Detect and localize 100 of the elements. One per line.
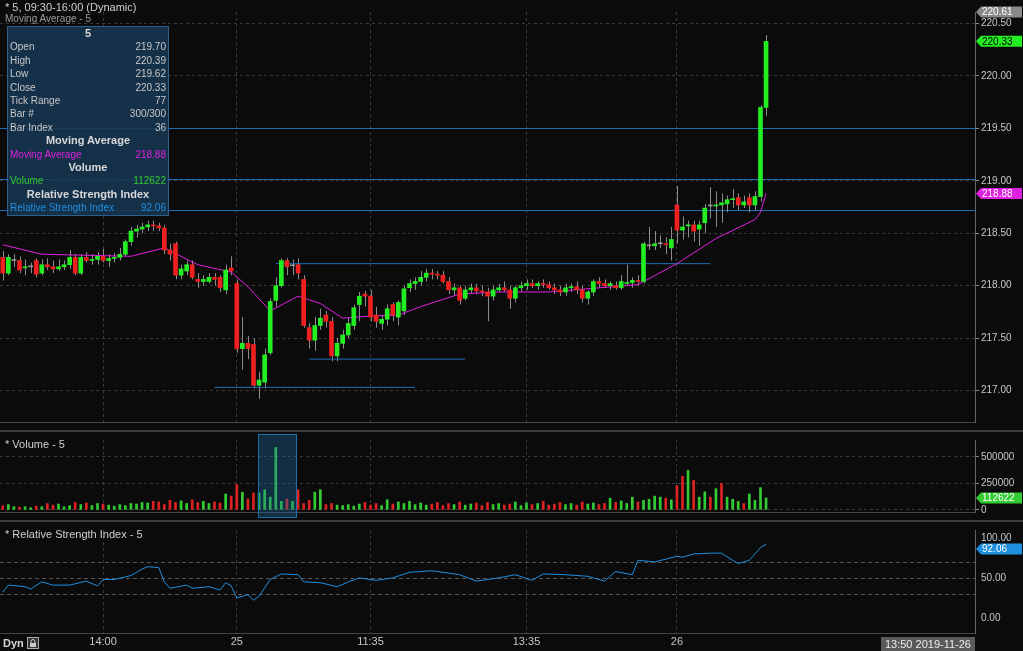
annotation: 77	[154, 94, 166, 108]
bar	[302, 503, 305, 510]
bar	[235, 484, 239, 510]
bar	[57, 503, 60, 510]
bar	[497, 503, 500, 510]
bar	[664, 497, 668, 510]
annotation: 219.62	[135, 67, 166, 81]
bar	[1, 505, 5, 510]
bar	[653, 495, 656, 510]
annotation: 92.06	[140, 201, 166, 215]
bar	[151, 501, 155, 510]
bar	[358, 503, 361, 510]
bar	[670, 499, 673, 510]
text: 112622	[982, 492, 1016, 504]
candlestick	[357, 291, 362, 322]
text: 13:50 2019-11-26	[880, 637, 975, 651]
candlestick	[702, 203, 708, 234]
chart-title: * Volume - 5	[5, 438, 65, 450]
candlestick	[669, 226, 674, 262]
bar	[135, 503, 138, 510]
bar	[157, 501, 161, 510]
bar	[642, 500, 645, 510]
bar	[18, 506, 21, 510]
bar	[369, 504, 372, 510]
y-tick-label: 219.50	[981, 122, 1013, 134]
bar	[307, 500, 311, 510]
candlestick	[306, 322, 312, 350]
annotation: 36	[154, 120, 166, 135]
bar	[692, 480, 695, 510]
bar	[73, 502, 77, 510]
bar	[190, 499, 194, 510]
bar	[580, 501, 584, 510]
bar	[330, 503, 333, 510]
annotation: Bar #	[10, 107, 34, 121]
candlestick	[747, 192, 752, 213]
annotation: 218.88	[135, 147, 166, 162]
y-tick-label: 250000	[981, 477, 1015, 489]
candlestick	[72, 253, 78, 276]
bar	[46, 503, 49, 510]
bar	[508, 503, 512, 510]
bar	[346, 504, 350, 510]
candlestick	[0, 250, 6, 281]
bar	[202, 501, 205, 510]
bar	[681, 475, 684, 510]
candlestick	[507, 285, 513, 310]
y-tick-label: 0	[981, 503, 987, 515]
bar	[380, 505, 383, 510]
bar	[268, 496, 272, 510]
bar	[469, 503, 473, 510]
candlestick	[240, 316, 245, 371]
bar	[430, 503, 434, 510]
annotation: High	[10, 53, 31, 68]
candlestick	[78, 253, 84, 276]
y-tick-label: 217.00	[981, 384, 1013, 396]
y-tick-label: 218.00	[981, 279, 1013, 291]
x-tick-label: 14:00	[89, 635, 117, 648]
y-tick-label: 217.50	[981, 331, 1013, 343]
bar	[68, 505, 71, 510]
candlestick	[6, 253, 11, 276]
text: 220.33	[982, 35, 1014, 47]
x-tick-label: 11:35	[357, 635, 384, 648]
annotation: Volume	[67, 161, 109, 175]
y-tick-label: 50.00	[981, 571, 1007, 583]
bar	[79, 504, 83, 510]
candlestick	[162, 224, 167, 255]
bar	[252, 492, 255, 510]
text: 218.88	[982, 187, 1014, 199]
annotation: 219.70	[135, 40, 166, 54]
annotation: Close	[10, 80, 36, 95]
annotation: 112622	[133, 174, 166, 188]
bar	[385, 499, 389, 510]
y-tick-label: 500000	[981, 450, 1015, 462]
bar	[274, 447, 278, 510]
bar	[29, 507, 32, 510]
chart-title: * 5, 09:30-16:00 (Dynamic)	[5, 1, 137, 13]
bar	[397, 501, 400, 510]
candlestick	[390, 301, 396, 322]
bar	[759, 487, 762, 510]
bar	[748, 493, 751, 510]
bar	[112, 505, 116, 510]
annotation: 220.39	[135, 53, 166, 68]
bar	[619, 500, 623, 510]
annotation: Moving Average	[44, 134, 132, 148]
annotation: Moving Average	[10, 147, 82, 162]
annotation: Relative Strength Index	[10, 201, 114, 215]
text: Dyn	[3, 637, 24, 649]
bar	[709, 496, 712, 510]
bar	[7, 504, 10, 510]
bar	[731, 498, 734, 510]
chart-subtitle: Moving Average - 5	[5, 13, 91, 24]
annotation: Tick Range	[10, 94, 61, 108]
bar	[486, 502, 489, 510]
bar	[514, 501, 517, 510]
candlestick	[223, 264, 228, 295]
y-tick-label: 100.00	[981, 531, 1013, 543]
x-tick-label: 26	[670, 635, 684, 648]
bar	[502, 504, 506, 510]
bar	[185, 503, 188, 510]
candlestick	[457, 285, 462, 306]
bar	[720, 483, 723, 510]
